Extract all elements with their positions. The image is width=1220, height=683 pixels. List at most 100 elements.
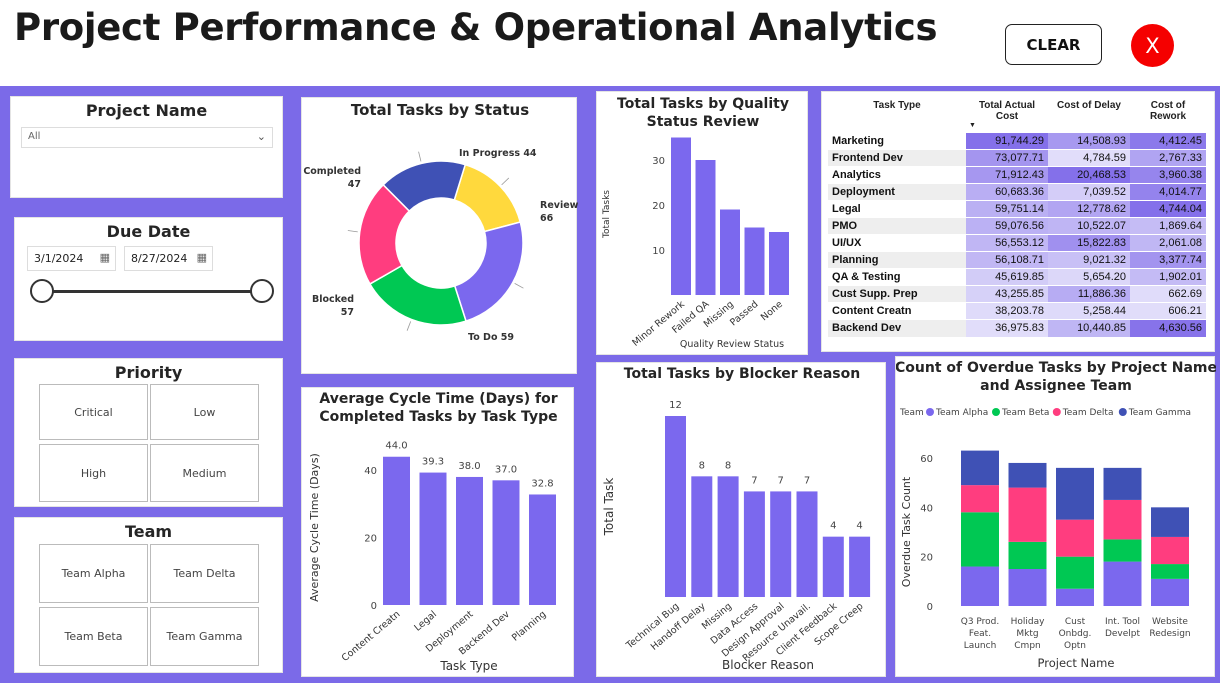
status-donut-panel: Total Tasks by Status In Progress 44 Revie…: [301, 97, 579, 374]
table-row[interactable]: Marketing 91,744.29 14,508.93 4,412.45: [828, 132, 1206, 150]
col-task-type[interactable]: Task Type: [873, 100, 921, 111]
stacked-segment: [1151, 507, 1189, 537]
bar: [796, 491, 818, 597]
stacked-segment: [1151, 564, 1189, 579]
table-row[interactable]: Content Creatn 38,203.78 5,258.44 606.21: [828, 302, 1206, 320]
cost-cell: 59,751.14: [966, 200, 1048, 218]
stacked-segment: [1151, 578, 1189, 606]
legend-title: Team: [899, 408, 924, 418]
bar: [770, 491, 792, 597]
priority-tile-low[interactable]: Low: [150, 384, 259, 440]
x-tick-label: Q3 Prod.: [961, 617, 1000, 627]
project-dropdown-value: All: [28, 131, 41, 142]
bar: [849, 536, 871, 597]
cost-cell: 10,440.85: [1048, 319, 1130, 337]
x-axis-label: Project Name: [1038, 656, 1115, 670]
bar: [456, 476, 483, 605]
team-tile-delta[interactable]: Team Delta: [150, 544, 259, 603]
donut-slice: [382, 160, 467, 213]
bar: [695, 160, 716, 295]
cost-cell: 43,255.85: [966, 285, 1048, 303]
stacked-segment: [961, 485, 999, 513]
calendar-icon[interactable]: ▦: [196, 251, 207, 264]
due-date-slicer: Due Date 3/1/2024 ▦ 8/27/2024 ▦: [14, 217, 283, 341]
clear-button[interactable]: CLEAR: [1005, 24, 1102, 65]
priority-tile-medium[interactable]: Medium: [150, 444, 259, 502]
x-tick-label: Develpt: [1105, 629, 1141, 639]
task-type-cell: Analytics: [828, 166, 966, 184]
bar: [744, 227, 765, 295]
y-tick-label: 60: [920, 454, 933, 465]
slice-label: Blocked 57: [312, 294, 354, 318]
cost-cell: 3,960.38: [1130, 166, 1206, 184]
data-label: 44.0: [385, 441, 407, 452]
bar: [383, 456, 410, 605]
close-button[interactable]: X: [1131, 24, 1174, 67]
bar: [691, 476, 713, 597]
start-date-input[interactable]: 3/1/2024 ▦: [27, 246, 116, 271]
task-type-cell: Legal: [828, 200, 966, 218]
col-cost-delay[interactable]: Cost of Delay: [1057, 100, 1121, 111]
team-tile-alpha[interactable]: Team Alpha: [39, 544, 148, 603]
x-tick-label: Holiday: [1011, 617, 1046, 627]
status-donut-chart: Total Tasks by Status In Progress 44 Revie…: [303, 101, 578, 343]
col-cost-rework[interactable]: Cost of Rework: [1149, 100, 1187, 122]
table-row[interactable]: Cust Supp. Prep 43,255.85 11,886.36 662.69: [828, 285, 1206, 303]
x-tick-label: Cmpn: [1014, 641, 1040, 651]
x-tick-label: None: [759, 299, 785, 323]
table-row[interactable]: UI/UX 56,553.12 15,822.83 2,061.08: [828, 234, 1206, 252]
table-row[interactable]: Analytics 71,912.43 20,468.53 3,960.38: [828, 166, 1206, 184]
table-row[interactable]: Legal 59,751.14 12,778.62 4,744.04: [828, 200, 1206, 218]
stacked-segment: [961, 566, 999, 606]
data-label: 39.3: [422, 457, 444, 468]
x-tick-label: Mktg: [1016, 629, 1038, 639]
quality-chart: Total Tasks by Quality Status Review 10 20 3…: [602, 96, 789, 350]
x-tick-label: Cust: [1065, 617, 1086, 627]
cost-cell: 11,886.36: [1048, 285, 1130, 303]
cost-cell: 2,767.33: [1130, 149, 1206, 167]
task-type-cell: Marketing: [828, 132, 966, 150]
end-date-input[interactable]: 8/27/2024 ▦: [124, 246, 213, 271]
date-range-end-handle[interactable]: [250, 279, 274, 303]
stacked-segment: [1008, 569, 1047, 606]
cost-cell: 56,553.12: [966, 234, 1048, 252]
team-tile-beta[interactable]: Team Beta: [39, 607, 148, 666]
cost-cell: 1,869.64: [1130, 217, 1206, 235]
table-row[interactable]: Backend Dev 36,975.83 10,440.85 4,630.56: [828, 319, 1206, 337]
calendar-icon[interactable]: ▦: [99, 251, 110, 264]
task-type-cell: Planning: [828, 251, 966, 269]
cost-cell: 4,014.77: [1130, 183, 1206, 201]
table-row[interactable]: Frontend Dev 73,077.71 4,784.59 2,767.33: [828, 149, 1206, 167]
bar: [419, 472, 447, 605]
team-tile-gamma[interactable]: Team Gamma: [150, 607, 259, 666]
chevron-down-icon: ⌄: [256, 130, 266, 143]
y-tick-label: 20: [920, 553, 933, 564]
blocker-panel: Total Tasks by Blocker Reason Total Task B…: [596, 362, 886, 677]
cost-cell: 12,778.62: [1048, 200, 1130, 218]
stacked-segment: [1056, 467, 1094, 520]
task-type-cell: Backend Dev: [828, 319, 966, 337]
donut-slice: [453, 163, 522, 233]
date-range-start-handle[interactable]: [30, 279, 54, 303]
x-tick-label: Passed: [728, 299, 760, 329]
stacked-segment: [1103, 467, 1142, 500]
stacked-segment: [1056, 588, 1094, 606]
stacked-segment: [1103, 539, 1142, 562]
chart-title: Total Tasks by Blocker Reason: [624, 366, 860, 382]
table-row[interactable]: QA & Testing 45,619.85 5,654.20 1,902.01: [828, 268, 1206, 286]
chart-title: Total Tasks by Status: [351, 101, 529, 119]
table-row[interactable]: Deployment 60,683.36 7,039.52 4,014.77: [828, 183, 1206, 201]
data-label: 12: [669, 400, 682, 411]
priority-tile-critical[interactable]: Critical: [39, 384, 148, 440]
table-row[interactable]: PMO 59,076.56 10,522.07 1,869.64: [828, 217, 1206, 235]
cost-cell: 606.21: [1130, 302, 1206, 320]
priority-tile-high[interactable]: High: [39, 444, 148, 502]
due-date-title: Due Date: [106, 222, 191, 241]
chart-title: Completed Tasks by Task Type: [319, 409, 557, 425]
col-total-cost[interactable]: Total Actual Cost ▼: [966, 98, 1048, 133]
table-row[interactable]: Planning 56,108.71 9,021.32 3,377.74: [828, 251, 1206, 269]
date-range-track: [43, 290, 263, 293]
team-slicer: Team Team Alpha Team Delta Team Beta Tea…: [14, 517, 283, 673]
project-dropdown[interactable]: All ⌄: [21, 127, 273, 148]
x-axis-label: Task Type: [439, 659, 497, 673]
